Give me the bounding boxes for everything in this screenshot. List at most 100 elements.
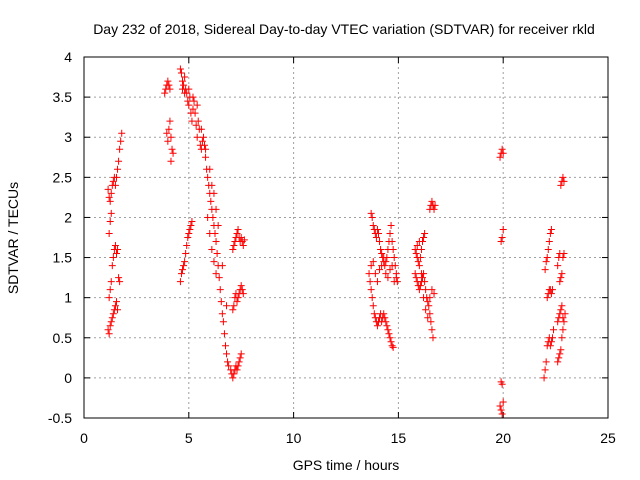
data-point <box>369 302 377 310</box>
y-tick-label: 0.5 <box>53 330 73 346</box>
data-point <box>224 358 232 366</box>
data-point <box>383 322 391 330</box>
data-point <box>239 242 247 250</box>
data-point <box>382 318 390 326</box>
data-point <box>223 302 231 310</box>
data-point <box>547 290 555 298</box>
data-point <box>420 234 428 241</box>
data-point <box>382 270 390 278</box>
data-point <box>234 362 242 370</box>
data-point <box>425 302 433 310</box>
data-point <box>165 81 173 89</box>
data-point <box>386 229 394 237</box>
data-point <box>215 274 223 282</box>
series-arc2 <box>161 77 177 165</box>
data-point <box>390 278 398 286</box>
data-point <box>185 101 193 109</box>
data-point <box>373 278 381 286</box>
data-point <box>389 343 397 351</box>
data-point <box>373 322 381 330</box>
data-point <box>390 254 398 262</box>
data-point <box>107 318 115 326</box>
data-point <box>384 326 392 334</box>
data-point <box>218 262 226 270</box>
data-point <box>163 129 171 137</box>
data-point <box>370 310 378 318</box>
data-point <box>108 262 116 270</box>
y-tick-label: 0 <box>64 370 72 386</box>
data-point <box>426 294 434 302</box>
data-point <box>559 326 567 334</box>
data-point <box>428 197 436 205</box>
data-point <box>415 286 423 294</box>
data-point <box>382 258 390 266</box>
data-point <box>108 314 116 322</box>
data-point <box>368 294 376 302</box>
series-arc4 <box>227 225 248 382</box>
data-point <box>191 109 199 117</box>
data-point <box>229 306 237 314</box>
data-point <box>104 185 112 193</box>
y-axis-label: SDTVAR / TECUs <box>5 182 21 294</box>
data-point <box>497 238 505 246</box>
data-point <box>184 97 192 105</box>
data-point <box>240 236 248 244</box>
data-point <box>114 165 122 173</box>
data-point <box>225 362 233 370</box>
data-points <box>104 65 569 418</box>
y-tick-label: 3 <box>64 129 72 145</box>
data-point <box>177 69 185 77</box>
data-point <box>198 137 206 145</box>
data-point <box>496 153 504 161</box>
data-point <box>116 278 124 286</box>
data-point <box>542 358 550 366</box>
data-point <box>414 258 422 266</box>
data-point <box>386 266 394 274</box>
data-point <box>208 246 216 254</box>
data-point <box>202 145 210 153</box>
data-point <box>376 238 384 246</box>
data-point <box>365 270 373 278</box>
plot-frame <box>83 56 609 419</box>
data-point <box>199 133 207 141</box>
data-point <box>177 270 185 278</box>
data-point <box>421 278 429 286</box>
data-point <box>218 310 226 318</box>
x-tick-label: 25 <box>600 430 616 446</box>
data-point <box>422 306 430 314</box>
data-point <box>558 270 566 278</box>
data-point <box>431 201 439 209</box>
x-tick-label: 15 <box>391 430 407 446</box>
data-point <box>499 398 507 406</box>
data-point <box>429 334 437 342</box>
data-point <box>184 234 192 241</box>
data-point <box>188 217 196 225</box>
data-point <box>181 89 189 97</box>
data-point <box>498 145 506 153</box>
data-point <box>371 270 379 278</box>
data-point <box>111 242 119 250</box>
data-point <box>176 65 184 73</box>
data-point <box>192 121 200 129</box>
data-point <box>555 354 563 362</box>
data-point <box>415 238 423 246</box>
data-point <box>367 286 375 294</box>
data-point <box>106 217 114 225</box>
data-point <box>430 290 438 298</box>
data-point <box>168 145 176 153</box>
data-point <box>498 234 506 241</box>
grid-lines <box>84 57 608 418</box>
data-point <box>115 157 123 165</box>
data-point <box>430 205 438 213</box>
data-point <box>194 117 202 125</box>
data-point <box>233 298 241 306</box>
data-point <box>499 225 507 233</box>
axis-ticks <box>83 56 609 419</box>
data-point <box>557 274 565 282</box>
data-point <box>237 282 245 290</box>
data-point <box>105 193 113 201</box>
data-point <box>107 189 115 197</box>
data-point <box>220 330 228 338</box>
data-point <box>417 246 425 254</box>
